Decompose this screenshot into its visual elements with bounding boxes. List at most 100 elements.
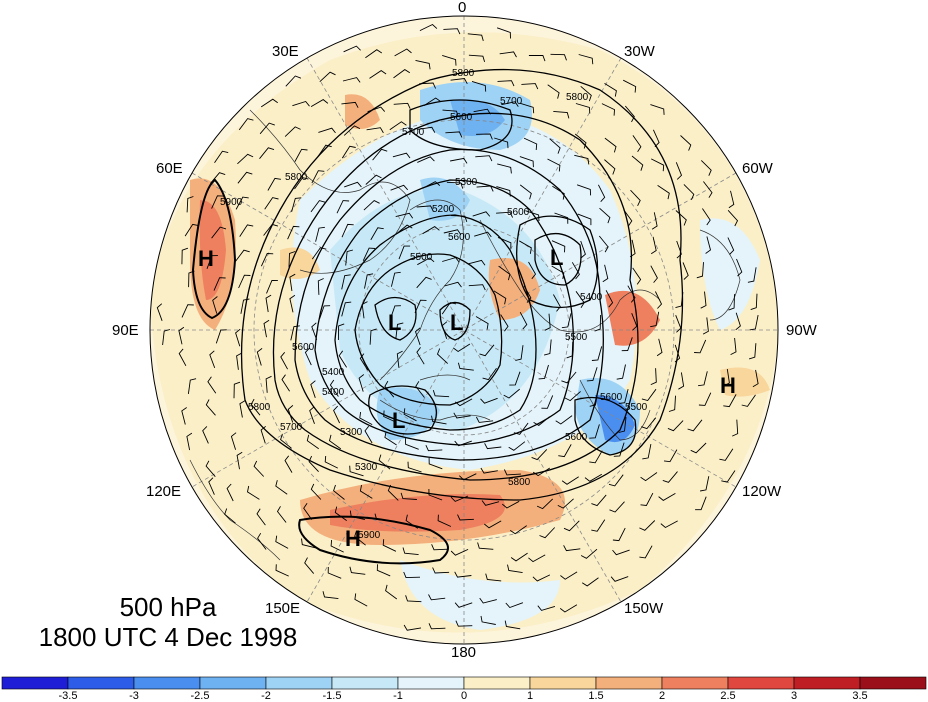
wind-barb: [209, 350, 216, 369]
wind-barb: [528, 554, 546, 563]
wind-barb: [748, 343, 757, 360]
wind-barb: [612, 549, 630, 556]
wind-barb: [624, 105, 635, 123]
wind-barb: [632, 135, 642, 153]
wind-barb: [211, 226, 227, 239]
pressure-centers: H H H L L L L: [198, 245, 736, 551]
wind-barb: [702, 317, 709, 335]
wind-barb: [359, 411, 373, 425]
wind-barb: [538, 364, 549, 380]
wind-barb: [510, 552, 528, 562]
contour-label: 5700: [500, 96, 523, 107]
wind-barb: [642, 444, 652, 460]
wind-barb: [202, 426, 209, 444]
colorbar-tick-label: -2.5: [191, 690, 210, 702]
wind-barb: [342, 77, 361, 83]
wind-barb: [551, 265, 565, 280]
wind-barb: [306, 434, 319, 450]
colorbar-swatch: [727, 676, 795, 690]
wind-barb: [601, 103, 615, 116]
wind-barb: [454, 602, 473, 608]
wind-barb: [610, 576, 629, 582]
wind-barb: [414, 327, 421, 346]
wind-barb: [181, 407, 187, 425]
contour-label: 5700: [402, 127, 425, 138]
wind-barb: [311, 247, 327, 260]
wind-barb: [233, 381, 241, 399]
wind-barb: [650, 311, 660, 328]
wind-barb: [443, 28, 461, 35]
wind-barb: [505, 602, 524, 609]
contour-label: 5600: [448, 232, 471, 243]
wind-barb: [403, 571, 421, 579]
wind-barb: [235, 196, 249, 210]
wind-barb: [265, 375, 272, 393]
wind-barb: [544, 313, 551, 331]
wind-barb: [327, 566, 342, 579]
wind-barb: [311, 170, 325, 184]
contour-label: 5200: [432, 204, 455, 215]
wind-barb: [675, 162, 683, 180]
wind-barb: [475, 155, 493, 162]
wind-barb: [468, 54, 486, 63]
wind-barb: [276, 506, 287, 523]
colorbar-tick-label: -2: [261, 690, 271, 702]
wind-barb: [403, 408, 417, 422]
wind-barb: [473, 108, 491, 115]
wind-barb: [396, 350, 403, 368]
wind-barbs: [156, 23, 759, 631]
wind-barb: [741, 394, 756, 407]
wind-barb: [450, 548, 469, 556]
low-center: L: [450, 310, 463, 335]
colorbar-swatch: [793, 676, 861, 690]
wind-barb: [650, 265, 658, 283]
wind-barb: [591, 494, 607, 507]
contour-label: 5900: [220, 197, 243, 208]
wind-barb: [479, 344, 495, 357]
wind-barb: [563, 545, 581, 552]
wind-barb: [253, 460, 265, 477]
wind-barb: [417, 156, 435, 163]
wind-barb: [639, 545, 653, 559]
wind-barb: [280, 352, 288, 370]
wind-barb: [732, 419, 739, 437]
wind-barb: [365, 49, 383, 59]
wind-barb: [723, 394, 737, 408]
wind-barb: [450, 78, 468, 85]
high-center: H: [345, 526, 361, 551]
wind-barb: [343, 45, 361, 53]
colorbar-swatch: [133, 676, 201, 690]
wind-barb: [310, 483, 322, 500]
wind-barb: [281, 374, 290, 392]
wind-barb: [407, 461, 422, 473]
wind-barb: [301, 538, 317, 549]
wind-barb: [730, 337, 737, 356]
wind-barb: [555, 415, 573, 425]
contour-label: 5500: [625, 402, 648, 413]
wind-barb: [750, 293, 758, 311]
wind-barb: [308, 455, 319, 473]
wind-barb: [507, 564, 523, 574]
wind-barb: [559, 604, 578, 613]
wind-barb: [384, 431, 397, 446]
wind-barb: [431, 415, 447, 425]
wind-barb: [403, 624, 422, 631]
wind-barb: [485, 573, 502, 582]
wind-barb: [682, 262, 689, 280]
wind-barb: [384, 380, 395, 398]
graticule: [150, 16, 778, 644]
wind-barb: [400, 492, 417, 500]
wind-barb: [631, 155, 644, 171]
wind-barb: [735, 312, 741, 331]
wind-barb: [547, 158, 561, 172]
low-center: L: [388, 310, 401, 335]
wind-barb: [471, 80, 487, 92]
wind-barb: [484, 443, 502, 450]
contour-label: 5800: [566, 92, 589, 103]
wind-barb: [238, 118, 254, 131]
contour-label: 5600: [507, 207, 530, 218]
wind-barb: [317, 144, 332, 157]
wind-barb: [580, 85, 592, 102]
wind-barb: [237, 171, 253, 184]
wind-barb: [256, 508, 266, 526]
